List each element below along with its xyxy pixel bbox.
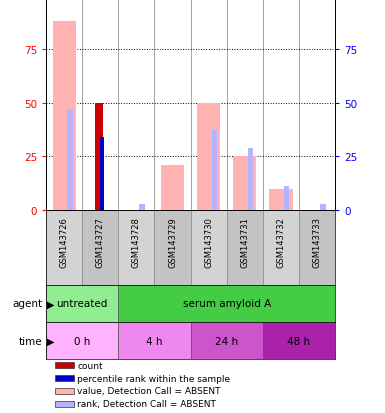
Text: ▶: ▶ bbox=[47, 299, 54, 309]
Bar bbox=[233, 157, 256, 211]
Bar bbox=[100, 138, 104, 211]
Bar bbox=[263, 322, 335, 359]
Bar bbox=[46, 211, 82, 285]
Bar bbox=[263, 211, 299, 285]
Text: GSM143728: GSM143728 bbox=[132, 216, 141, 267]
Text: untreated: untreated bbox=[57, 299, 108, 309]
Bar bbox=[55, 388, 74, 394]
Bar bbox=[119, 322, 191, 359]
Bar bbox=[211, 131, 217, 211]
Text: value, Detection Call = ABSENT: value, Detection Call = ABSENT bbox=[77, 387, 221, 396]
Text: 0 h: 0 h bbox=[74, 336, 90, 346]
Text: 24 h: 24 h bbox=[215, 336, 238, 346]
Bar bbox=[248, 148, 253, 211]
Bar bbox=[299, 211, 335, 285]
Bar bbox=[139, 204, 145, 211]
Text: ▶: ▶ bbox=[47, 336, 54, 346]
Bar bbox=[82, 211, 119, 285]
Text: agent: agent bbox=[12, 299, 42, 309]
Text: GSM143726: GSM143726 bbox=[60, 216, 69, 267]
Text: GSM143727: GSM143727 bbox=[96, 216, 105, 267]
Text: 4 h: 4 h bbox=[146, 336, 163, 346]
Bar bbox=[55, 375, 74, 381]
Bar bbox=[119, 285, 335, 322]
Bar bbox=[161, 166, 184, 211]
Bar bbox=[227, 211, 263, 285]
Text: serum amyloid A: serum amyloid A bbox=[182, 299, 271, 309]
Bar bbox=[191, 211, 227, 285]
Bar bbox=[284, 187, 290, 211]
Bar bbox=[55, 401, 74, 407]
Bar bbox=[320, 204, 326, 211]
Bar bbox=[52, 21, 76, 211]
Bar bbox=[55, 362, 74, 368]
Bar bbox=[67, 110, 73, 211]
Bar bbox=[269, 189, 293, 211]
Bar bbox=[46, 322, 119, 359]
Text: 48 h: 48 h bbox=[287, 336, 310, 346]
Text: GSM143729: GSM143729 bbox=[168, 216, 177, 267]
Bar bbox=[197, 103, 220, 211]
Text: rank, Detection Call = ABSENT: rank, Detection Call = ABSENT bbox=[77, 399, 216, 408]
Bar bbox=[95, 103, 102, 211]
Text: GSM143731: GSM143731 bbox=[240, 216, 249, 267]
Text: percentile rank within the sample: percentile rank within the sample bbox=[77, 374, 231, 382]
Bar bbox=[154, 211, 191, 285]
Text: GSM143733: GSM143733 bbox=[312, 216, 321, 268]
Bar bbox=[191, 322, 263, 359]
Text: GSM143730: GSM143730 bbox=[204, 216, 213, 267]
Text: GSM143732: GSM143732 bbox=[276, 216, 285, 267]
Bar bbox=[46, 285, 119, 322]
Text: count: count bbox=[77, 361, 103, 370]
Bar bbox=[119, 211, 154, 285]
Text: time: time bbox=[19, 336, 42, 346]
